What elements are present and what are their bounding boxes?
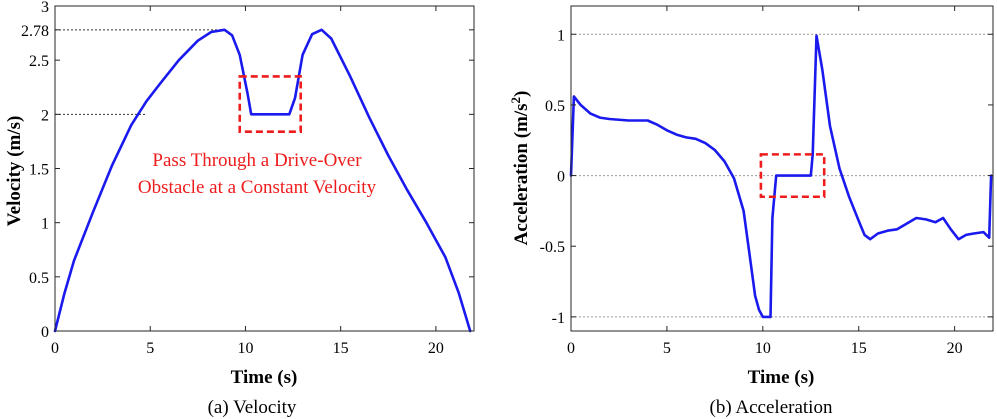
acceleration-y-tick-label: 0.5 bbox=[545, 98, 565, 115]
acceleration-plot-frame bbox=[570, 5, 994, 332]
acceleration-caption: (b) Acceleration bbox=[710, 397, 833, 418]
acceleration-x-axis-label: Time (s) bbox=[748, 367, 815, 388]
velocity-x-tick-label: 20 bbox=[428, 340, 444, 357]
velocity-y-tick-label: 0.5 bbox=[29, 270, 49, 287]
velocity-reference-lines bbox=[55, 29, 225, 115]
acceleration-highlight-box bbox=[759, 153, 826, 199]
acceleration-y-axis-label-close: ) bbox=[511, 91, 532, 97]
velocity-x-tick-label: 10 bbox=[237, 340, 253, 357]
velocity-series-line bbox=[53, 28, 472, 333]
velocity-y-axis-label: Velocity (m/s) bbox=[4, 116, 25, 227]
acceleration-x-ticks: 0 5 10 15 20 bbox=[567, 6, 963, 357]
acceleration-x-tick-label: 20 bbox=[947, 340, 963, 357]
velocity-x-tick-label: 15 bbox=[333, 340, 349, 357]
velocity-x-tick-label: 0 bbox=[51, 340, 59, 357]
acceleration-x-tick-label: 5 bbox=[663, 340, 671, 357]
velocity-caption: (a) Velocity bbox=[208, 397, 297, 418]
velocity-y-tick-label: 1 bbox=[41, 216, 49, 233]
velocity-y-tick-label: 2.5 bbox=[29, 53, 49, 70]
velocity-y-tick-label: 3 bbox=[41, 0, 49, 16]
velocity-panel: 0 5 10 15 20 0 0.5 1 1.5 2 2.5 2.78 3 Pass Through … bbox=[4, 0, 475, 418]
acceleration-y-axis-label-main: Acceleration (m/s bbox=[511, 103, 532, 245]
velocity-highlight-box bbox=[238, 75, 302, 133]
acceleration-y-axis-label: Acceleration (m/s2) bbox=[508, 91, 532, 246]
velocity-y-tick-label: 0 bbox=[41, 324, 49, 341]
velocity-annotation-line-1: Pass Through a Drive-Over bbox=[152, 150, 362, 171]
velocity-x-ticks: 0 5 10 15 20 bbox=[51, 6, 444, 357]
acceleration-y-tick-label: 0 bbox=[557, 169, 565, 186]
acceleration-y-tick-label: -1 bbox=[552, 310, 565, 327]
velocity-y-tick-label: 2.78 bbox=[21, 23, 49, 40]
velocity-x-tick-label: 5 bbox=[146, 340, 154, 357]
acceleration-y-ticks: -1 -0.5 0 0.5 1 bbox=[540, 27, 993, 327]
acceleration-x-tick-label: 10 bbox=[755, 340, 771, 357]
acceleration-y-axis-label-sup: 2 bbox=[508, 97, 523, 104]
acceleration-y-tick-label: 1 bbox=[557, 27, 565, 44]
acceleration-x-tick-label: 15 bbox=[851, 340, 867, 357]
acceleration-y-tick-label: -0.5 bbox=[540, 239, 565, 256]
velocity-y-tick-label: 1.5 bbox=[29, 162, 49, 179]
acceleration-panel: 0 5 10 15 20 -1 -0.5 0 0.5 1 Time (s) Accelerati… bbox=[508, 5, 994, 418]
velocity-y-tick-label: 2 bbox=[41, 107, 49, 124]
velocity-x-axis-label: Time (s) bbox=[231, 367, 298, 388]
velocity-y-ticks: 0 0.5 1 1.5 2 2.5 2.78 3 bbox=[21, 0, 474, 341]
velocity-annotation-line-2: Obstacle at a Constant Velocity bbox=[138, 177, 377, 198]
acceleration-series-line bbox=[569, 34, 993, 319]
acceleration-x-tick-label: 0 bbox=[567, 340, 575, 357]
